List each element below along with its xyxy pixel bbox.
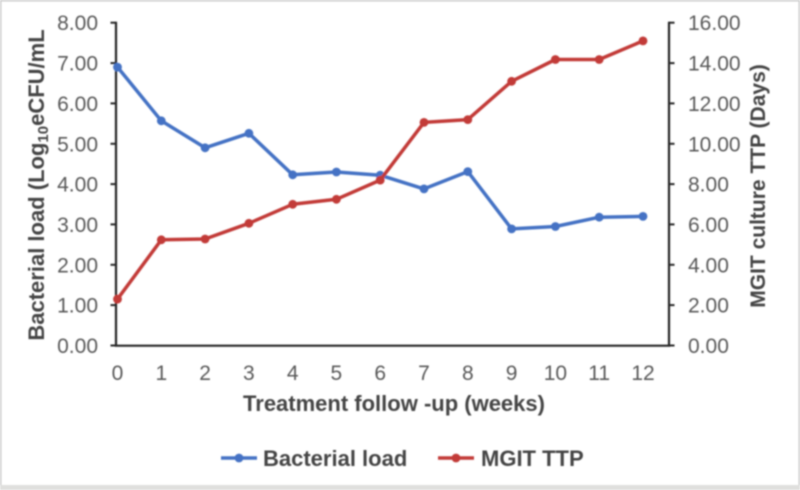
svg-text:4: 4 [287,362,299,385]
svg-text:11: 11 [588,362,610,385]
svg-text:MGIT culture TTP (Days): MGIT culture TTP (Days) [747,64,770,307]
svg-text:14.00: 14.00 [688,53,741,76]
svg-text:4.00: 4.00 [57,174,98,197]
svg-text:Bacterial load (Log10eCFU/mL: Bacterial load (Log10eCFU/mL [24,29,52,340]
svg-text:1.00: 1.00 [57,295,98,318]
svg-text:8: 8 [462,362,474,385]
svg-text:5: 5 [331,362,343,385]
svg-text:MGIT TTP: MGIT TTP [481,446,584,471]
svg-text:12.00: 12.00 [688,93,741,116]
svg-text:8.00: 8.00 [688,174,729,197]
svg-text:6.00: 6.00 [57,93,98,116]
svg-text:12: 12 [631,362,654,385]
svg-text:0.00: 0.00 [57,335,98,358]
svg-text:5.00: 5.00 [57,133,98,156]
svg-text:Bacterial load: Bacterial load [263,446,407,471]
svg-text:6.00: 6.00 [688,214,729,237]
svg-text:7: 7 [418,362,430,385]
svg-text:6: 6 [374,362,386,385]
svg-text:3: 3 [243,362,255,385]
svg-text:10.00: 10.00 [688,133,741,156]
svg-text:7.00: 7.00 [57,53,98,76]
svg-text:1: 1 [155,362,167,385]
svg-text:8.00: 8.00 [57,12,98,35]
svg-text:3.00: 3.00 [57,214,98,237]
svg-text:2.00: 2.00 [57,254,98,277]
svg-text:10: 10 [544,362,567,385]
svg-text:0: 0 [112,362,124,385]
svg-text:2: 2 [199,362,211,385]
svg-text:4.00: 4.00 [688,254,729,277]
svg-text:9: 9 [506,362,518,385]
svg-text:2.00: 2.00 [688,295,729,318]
svg-text:Treatment follow -up (weeks): Treatment follow -up (weeks) [243,391,545,416]
svg-text:0.00: 0.00 [688,335,729,358]
svg-text:16.00: 16.00 [688,12,741,35]
